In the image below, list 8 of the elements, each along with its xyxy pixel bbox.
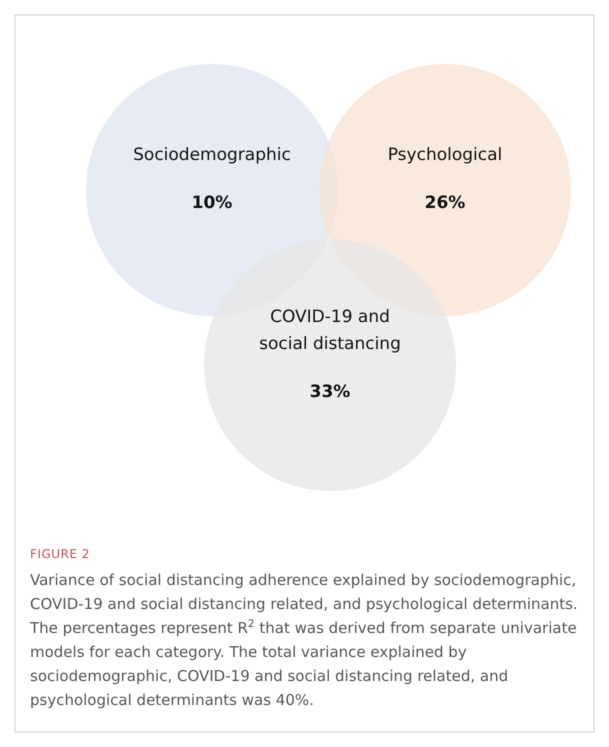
text: Variance of social distancing adherence explained by sociodemographic, COVID-19 and social distancing related, and psychological determinants. The percentages represent R$^{2}$ that was derived from separate univariate models for each category. The total variance explained by sociodemographic, COVID-19 and social distancing related, and psychological determinants was 40%. — [29, 571, 578, 709]
category-label: COVID-19 and social distancing — [259, 307, 401, 354]
text: FIGURE 2 — [30, 547, 90, 561]
category-label: Psychological — [388, 145, 502, 165]
data-label: 26% — [424, 193, 466, 213]
data-label: 33% — [310, 382, 350, 402]
category-label: Sociodemographic — [133, 145, 291, 165]
data-label: 10% — [192, 193, 232, 213]
